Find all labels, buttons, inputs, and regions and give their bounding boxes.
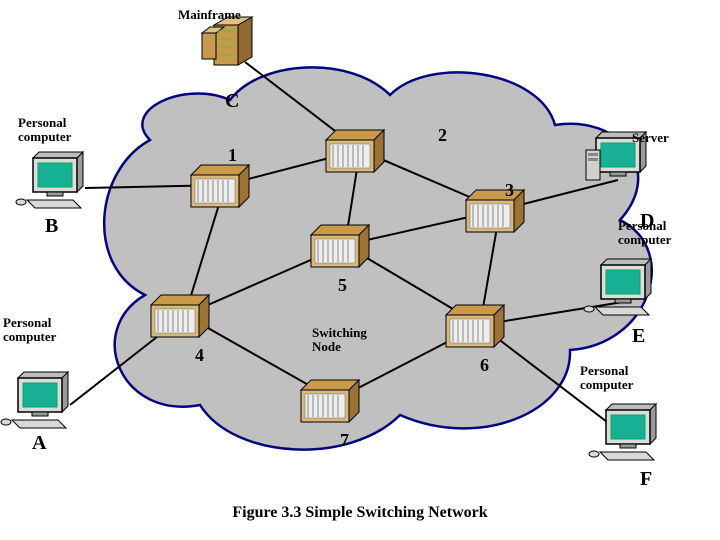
pc-A [1, 372, 68, 428]
letter-A: A [32, 432, 46, 455]
num-label-1: 1 [228, 145, 237, 166]
num-label-7: 7 [340, 430, 349, 451]
pc-label-B-l1: computer [18, 129, 71, 145]
mainframe [202, 17, 252, 65]
figure-caption: Figure 3.3 Simple Switching Network [0, 504, 720, 522]
switching-node-4 [151, 295, 209, 337]
pc-label-A-l1: computer [3, 329, 56, 345]
pc-label-E-l1: computer [618, 232, 671, 248]
letter-F: F [640, 468, 652, 491]
switching-node-7 [301, 380, 359, 422]
diagram-svg [0, 0, 720, 540]
mainframe-label: Mainframe [178, 7, 241, 23]
pc-label-F-l1: computer [580, 377, 633, 393]
letter-E: E [632, 325, 645, 348]
switching-node-6 [446, 305, 504, 347]
letter-B: B [45, 215, 58, 238]
letter-C: C [225, 90, 239, 113]
num-label-6: 6 [480, 355, 489, 376]
num-label-4: 4 [195, 345, 204, 366]
internal-label-1: Node [312, 339, 341, 355]
figure-container: Figure 3.3 Simple Switching Network 1 2 3 5… [0, 0, 720, 540]
server-label: Server [632, 130, 669, 146]
switching-node-1 [191, 165, 249, 207]
pc-F [589, 404, 656, 460]
num-label-2: 2 [438, 125, 447, 146]
pc-B [16, 152, 83, 208]
num-label-3: 3 [505, 180, 514, 201]
num-label-5: 5 [338, 275, 347, 296]
switching-node-5 [311, 225, 369, 267]
switching-node-2 [326, 130, 384, 172]
switching-node-3 [466, 190, 524, 232]
